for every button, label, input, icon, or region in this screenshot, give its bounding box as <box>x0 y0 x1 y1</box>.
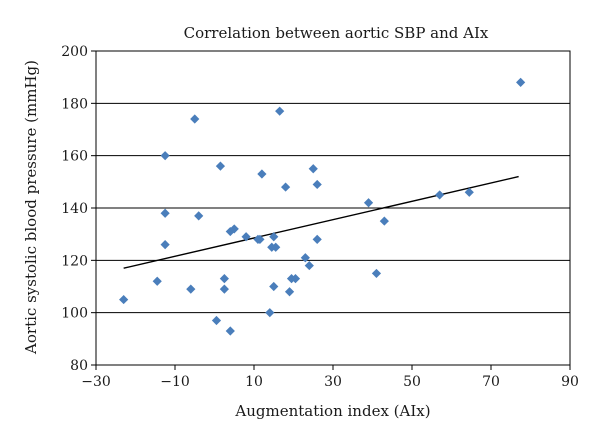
x-axis-title: Augmentation index (AIx) <box>234 402 430 420</box>
data-point <box>255 234 265 244</box>
data-point <box>160 240 170 250</box>
trendline <box>123 175 519 269</box>
data-point <box>269 281 279 292</box>
data-point <box>312 234 322 244</box>
data-point <box>464 187 474 197</box>
data-point <box>516 77 526 87</box>
data-point <box>312 179 322 190</box>
x-tick-label: 70 <box>482 374 500 390</box>
data-point <box>225 326 235 336</box>
data-point <box>269 232 279 242</box>
data-point <box>211 315 222 326</box>
data-point <box>290 274 301 284</box>
x-tick-label: 30 <box>324 374 342 390</box>
data-point <box>271 242 281 252</box>
data-point <box>379 216 389 226</box>
x-tick-label: 10 <box>245 374 263 390</box>
data-point <box>152 276 162 286</box>
data-point <box>186 284 196 294</box>
data-point <box>194 211 204 221</box>
x-tick-label: 50 <box>403 374 421 390</box>
data-point <box>241 232 251 242</box>
y-tick-label: 80 <box>70 358 88 374</box>
y-tick-label: 180 <box>61 96 88 112</box>
x-tick-label: −30 <box>81 374 111 390</box>
y-tick-label: 100 <box>61 306 88 322</box>
data-point <box>371 268 382 279</box>
data-points <box>119 77 526 336</box>
y-tick-label: 160 <box>61 149 88 165</box>
y-axis-ticks: 80 100 120 140 160 180 200 <box>61 44 96 374</box>
data-point <box>304 260 314 271</box>
y-tick-label: 120 <box>61 253 88 269</box>
x-tick-label: −10 <box>160 374 190 390</box>
data-point <box>275 106 285 116</box>
data-point <box>119 294 129 305</box>
gridlines <box>96 102 570 314</box>
x-axis-ticks: −30 −10 10 30 50 70 90 <box>81 365 579 390</box>
data-point <box>257 169 267 179</box>
data-point <box>265 308 275 318</box>
data-point <box>435 190 445 200</box>
data-point <box>160 151 170 161</box>
data-point <box>215 161 226 171</box>
data-point <box>219 284 229 294</box>
data-point <box>219 274 229 284</box>
y-axis-title: Aortic systolic blood pressure (mmHg) <box>22 60 40 355</box>
data-point <box>229 224 239 234</box>
data-point <box>300 253 310 263</box>
y-tick-label: 200 <box>61 44 88 60</box>
data-point <box>281 182 291 192</box>
data-point <box>190 114 200 124</box>
data-point <box>160 208 170 218</box>
data-point <box>363 198 374 208</box>
data-point <box>308 164 318 174</box>
y-tick-label: 140 <box>61 201 88 217</box>
data-point <box>284 287 295 297</box>
x-tick-label: 90 <box>561 374 579 390</box>
chart-title: Correlation between aortic SBP and AIx <box>184 24 489 42</box>
